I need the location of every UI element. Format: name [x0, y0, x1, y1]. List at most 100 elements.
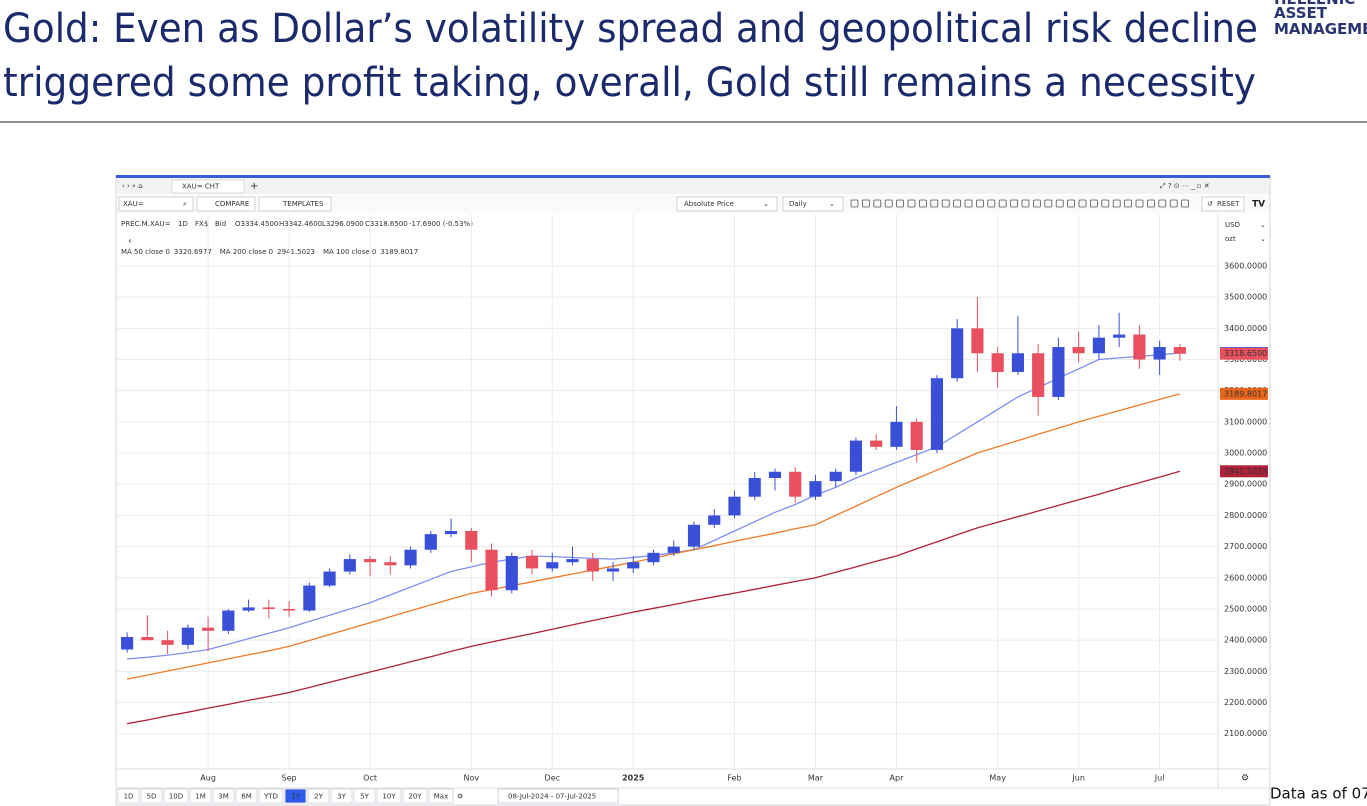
tool-icon[interactable]: [1044, 199, 1053, 208]
tool-icon[interactable]: [953, 199, 961, 208]
tab-add[interactable]: +: [250, 181, 258, 192]
range-button[interactable]: [353, 788, 376, 804]
tool-icon[interactable]: [873, 199, 882, 208]
tool-icon[interactable]: [862, 199, 870, 208]
header-open: O3334.4500: [235, 220, 278, 228]
chart-frame: [115, 175, 1271, 806]
collapse[interactable]: ‹: [128, 237, 132, 247]
candle-body: [505, 555, 518, 591]
symbol-input[interactable]: [118, 196, 194, 212]
reset-button[interactable]: [1201, 196, 1245, 212]
compare-button[interactable]: [196, 196, 256, 212]
range-button[interactable]: [258, 788, 284, 804]
tool-icon[interactable]: [1055, 199, 1064, 208]
tool-icon[interactable]: [1021, 199, 1030, 208]
tool-icon[interactable]: [1078, 199, 1087, 208]
range-label[interactable]: 5Y: [360, 793, 369, 801]
symbol-text[interactable]: XAU=: [123, 200, 144, 208]
range-button[interactable]: [235, 788, 258, 804]
select-arrow[interactable]: ⌄: [763, 200, 769, 208]
unit[interactable]: ozt: [1225, 235, 1236, 243]
tool-icon[interactable]: [1135, 199, 1144, 208]
tool-icon[interactable]: [987, 199, 996, 208]
tool-icon[interactable]: [930, 199, 939, 208]
range-label[interactable]: 10Y: [382, 793, 396, 801]
tool-icon[interactable]: [1033, 199, 1041, 208]
tool-icon[interactable]: [998, 199, 1007, 208]
tool-icon[interactable]: [976, 199, 984, 208]
date-range-label[interactable]: 08-Jul-2024 - 07-Jul-2025: [508, 793, 596, 801]
tab-label[interactable]: XAU= CHT: [182, 183, 220, 191]
price-mode-label[interactable]: Absolute Price: [684, 200, 734, 208]
logo-text: HELLENIC: [1274, 0, 1355, 8]
tool-icon[interactable]: [1147, 199, 1155, 208]
tool-icon[interactable]: [919, 199, 927, 208]
tool-icon[interactable]: [1158, 199, 1167, 208]
candle-body: [1092, 337, 1105, 354]
range-label[interactable]: 1M: [195, 793, 206, 801]
range-button[interactable]: [402, 788, 428, 804]
price-tag-label: 3318.6500: [1224, 349, 1267, 358]
tool-icon[interactable]: [884, 199, 893, 208]
interval-label[interactable]: Daily: [789, 200, 807, 208]
range-button[interactable]: [307, 788, 330, 804]
tool-icon[interactable]: [964, 199, 973, 208]
range-button[interactable]: [376, 788, 402, 804]
search-icon[interactable]: ⌕: [183, 200, 187, 208]
candle-body: [991, 353, 1004, 372]
range-button[interactable]: [117, 788, 140, 804]
tool-icon[interactable]: [1112, 199, 1121, 208]
range-label[interactable]: 10D: [169, 793, 183, 801]
header-high: H3342.4600: [279, 220, 322, 228]
range-label[interactable]: 3M: [218, 793, 229, 801]
compare-label[interactable]: COMPARE: [215, 200, 249, 208]
range-label[interactable]: 1Y: [291, 793, 300, 801]
tool-icon[interactable]: [1124, 199, 1132, 208]
range-button[interactable]: [428, 788, 454, 804]
range-button[interactable]: [163, 788, 189, 804]
window-icons[interactable]: ⤢ ? ⊙ ⋯ _ ▫ ✕: [1160, 182, 1210, 190]
range-button[interactable]: [330, 788, 353, 804]
interval-select[interactable]: [782, 196, 844, 212]
nav-icons[interactable]: ‹ › ⌕ ⌂: [122, 182, 143, 190]
candle-body: [525, 555, 539, 569]
price-mode-select[interactable]: [676, 196, 778, 212]
tool-icon[interactable]: [850, 199, 859, 208]
tool-icon[interactable]: [1090, 199, 1098, 208]
date-range[interactable]: [497, 788, 619, 804]
range-button[interactable]: [189, 788, 212, 804]
select-arrow[interactable]: ⌄: [829, 200, 835, 208]
select-arrow[interactable]: ⌄: [1260, 221, 1266, 229]
range-label[interactable]: 1D: [124, 793, 134, 801]
candle-body: [303, 585, 316, 611]
tab[interactable]: [171, 179, 245, 194]
tool-icon[interactable]: [1181, 199, 1189, 208]
price-tag: [1220, 465, 1268, 478]
currency[interactable]: USD: [1225, 221, 1240, 229]
range-label[interactable]: 3Y: [337, 793, 346, 801]
range-label[interactable]: 2Y: [314, 793, 323, 801]
settings-icon[interactable]: ⚙: [1241, 774, 1249, 784]
range-label[interactable]: Max: [434, 793, 448, 801]
select-arrow[interactable]: ⌄: [1260, 235, 1266, 243]
reset-label[interactable]: RESET: [1217, 200, 1240, 208]
tool-icon[interactable]: [1067, 199, 1075, 208]
y-tick-label: 3500.0000: [1224, 293, 1267, 302]
range-button[interactable]: [284, 788, 307, 804]
tool-icon[interactable]: [941, 199, 950, 208]
tool-icon[interactable]: [896, 199, 904, 208]
tool-icon[interactable]: [907, 199, 916, 208]
range-label[interactable]: 20Y: [408, 793, 422, 801]
tool-icon[interactable]: [1169, 199, 1178, 208]
range-button[interactable]: [140, 788, 163, 804]
range-label[interactable]: 5D: [147, 793, 157, 801]
range-label[interactable]: 6M: [241, 793, 252, 801]
templates-label[interactable]: TEMPLATES: [282, 200, 324, 208]
reset-icon[interactable]: ↺: [1207, 200, 1213, 208]
range-settings[interactable]: ⚙: [457, 793, 463, 801]
tool-icon[interactable]: [1101, 199, 1110, 208]
templates-button[interactable]: [258, 196, 332, 212]
range-label[interactable]: YTD: [263, 793, 278, 801]
tool-icon[interactable]: [1010, 199, 1018, 208]
range-button[interactable]: [212, 788, 235, 804]
